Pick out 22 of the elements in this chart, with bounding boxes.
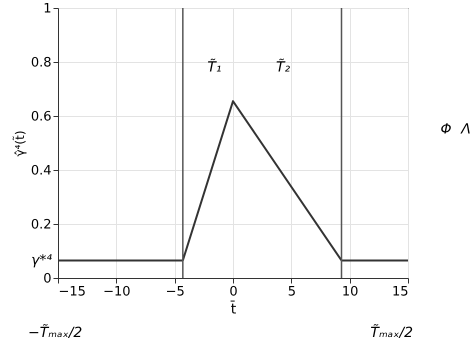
y-axis-title: γ̂⁴(t̃): [12, 130, 27, 156]
y-tick-label: 0.2: [30, 218, 52, 232]
y-tick-label: 0.8: [30, 56, 52, 70]
annotation: T̃₂: [276, 58, 291, 76]
y-tick-label: 0.6: [30, 110, 52, 124]
text: Φ: [440, 122, 452, 138]
x-axis-title: t̄: [230, 300, 237, 318]
x-tick-label: 0: [229, 284, 238, 300]
x-tick-label: 5: [288, 284, 296, 300]
x-tick-label: −10: [103, 284, 131, 300]
annotation: γ*⁴: [31, 252, 52, 268]
x-tick-label: 10: [342, 284, 358, 300]
x-tick-label: −5: [166, 284, 185, 300]
text: Λ: [460, 122, 471, 138]
text: −T̃ₘₐₓ/2: [28, 323, 82, 338]
x-tick-label: −15: [58, 284, 86, 300]
y-tick-label: 0: [43, 272, 52, 286]
annotation: T̃₁: [207, 58, 222, 76]
y-tick-label: 0.4: [30, 164, 52, 178]
text: T̃ₘₐₓ/2: [370, 323, 414, 338]
y-tick-label: 1: [43, 2, 52, 16]
x-tick-label: 15: [392, 284, 408, 300]
